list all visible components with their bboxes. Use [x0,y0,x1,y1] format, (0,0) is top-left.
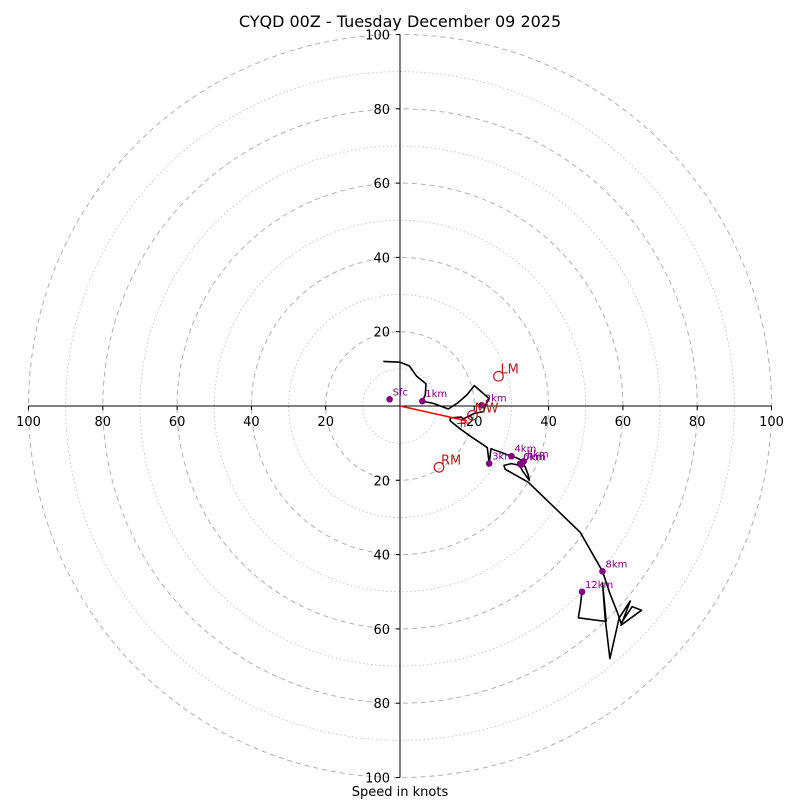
height-marker-Sfc [386,396,393,403]
storm-motion-rm [433,461,445,473]
x-tick-label: 100 [16,415,41,430]
height-marker-1km [418,397,426,405]
height-marker-label: Sfc [393,387,408,398]
height-marker-label: 4km [514,444,536,455]
height-marker-label: 8km [605,559,627,570]
height-marker-label: 12km [585,580,613,591]
y-tick-label: 80 [373,103,390,118]
height-marker-4km [508,452,515,460]
storm-motion-label: MW [474,401,498,416]
x-axis-label: Speed in knots [352,785,449,800]
x-tick-label: 60 [169,415,186,430]
y-tick-label: 60 [373,177,390,192]
storm-motion-label: LM [500,362,518,377]
y-tick-label: 40 [373,549,390,564]
storm-motion-lm [493,370,504,382]
y-tick-label: 80 [373,697,390,712]
shear-vector [399,405,468,422]
x-tick-label: 40 [243,415,260,430]
height-marker-7km [517,461,525,468]
y-tick-label: 60 [373,623,390,638]
height-marker-label: 3km [492,452,514,463]
height-marker-label: 2km [485,393,507,404]
storm-motion-markers: LM MW RM ++ [433,362,519,473]
storm-motion-mw [467,409,478,421]
x-tick-label: 80 [95,415,112,430]
height-marker-3km [485,460,493,467]
height-marker-label: 5km [527,449,549,460]
y-tick-label: 100 [365,29,390,44]
chart-title: CYQD 00Z - Tuesday December 09 2025 [239,12,561,31]
height-marker-label: 7km [524,453,546,464]
y-tick-label: 40 [373,251,390,266]
storm-motion-label: RM [441,453,461,468]
tick-labels: 100 80 60 40 20 20 40 60 80 100 100 80 60 40 20 20 40 60 8… [16,29,784,787]
motion-plus-marker: + [460,416,471,431]
height-marker-12km [578,588,586,596]
x-tick-label: 80 [689,415,706,430]
height-marker-8km [599,568,606,575]
x-tick-label: 100 [759,415,784,430]
motion-plus-marker: + [456,417,467,432]
height-marker-2km [478,401,486,409]
y-tick-label: 100 [365,772,390,787]
height-marker-label: 6km [523,452,545,463]
height-marker-label: 1km [425,389,447,400]
y-tick-label: 20 [373,326,390,341]
x-tick-label: 60 [615,415,632,430]
x-tick-label: 20 [466,415,483,430]
y-tick-label: 20 [373,474,390,489]
x-tick-label: 20 [317,415,334,430]
x-tick-label: 40 [540,415,557,430]
